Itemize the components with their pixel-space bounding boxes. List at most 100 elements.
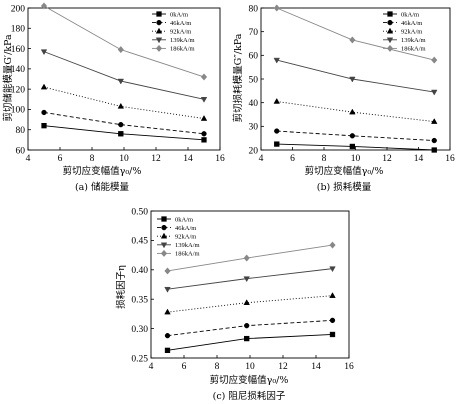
chart-b-ytick-label: 80 (249, 4, 259, 14)
chart-b-ytick-label: 30 (249, 123, 259, 133)
chart-b-series-line-3 (276, 59, 435, 93)
chart-b-legend-label: 46kA/m (401, 20, 422, 27)
chart-c-caption: (c) 阻尼损耗因子 (213, 390, 286, 402)
chart-c-xtick-label: 6 (182, 362, 187, 372)
chart-a-xlabel: 剪切应变幅值γ₀/% (63, 165, 142, 177)
chart-c-data-point (164, 347, 171, 354)
chart-c-series-line-2 (167, 295, 333, 313)
chart-b-legend-label: 139kA/m (401, 37, 426, 44)
chart-b-data-point (274, 141, 280, 147)
chart-a-ytick-label: 160 (11, 45, 26, 55)
chart-a-legend-label: 92kA/m (170, 29, 191, 36)
chart-a-data-point (117, 102, 125, 109)
chart-b-data-point (349, 108, 356, 115)
chart-c-data-point (329, 266, 336, 273)
chart-b-xtick-label: 16 (445, 154, 455, 164)
chart-a-legend-label: 186kA/m (170, 46, 195, 53)
chart-c-data-point (329, 241, 336, 249)
chart-b-data-point (431, 137, 437, 144)
chart-b-data-point (349, 133, 356, 139)
chart-panel-c: 4 6 8 10 12 14 16 0.25 0.30 0.35 0.40 0.45 0.50 0kA/m… (115, 207, 354, 402)
chart-b-xtick-label: 10 (351, 154, 361, 164)
chart-c-ytick-label: 0.40 (131, 266, 148, 276)
chart-a-ytick-label: 140 (11, 65, 26, 75)
chart-a-data-point (40, 49, 48, 56)
chart-b-legend-marker (386, 27, 394, 34)
chart-c-data-point (329, 317, 336, 324)
chart-a-legend-label: 0kA/m (170, 11, 188, 18)
chart-a-legend-marker (155, 37, 163, 44)
chart-a-xtick-label: 6 (58, 154, 63, 164)
chart-b-data-point (273, 4, 280, 12)
chart-a-data-point (201, 137, 207, 143)
chart-b-ytick-label: 70 (249, 28, 259, 38)
chart-b-data-point (349, 76, 356, 83)
chart-c-legend-marker (160, 232, 168, 239)
chart-b-data-point (273, 97, 280, 104)
chart-b-xlabel: 剪切应变幅值γ₀/% (305, 165, 384, 177)
chart-c-xtick-label: 8 (215, 362, 220, 372)
chart-a-series-line-3 (43, 51, 205, 100)
chart-c-legend-marker (161, 224, 167, 231)
chart-a-ylabel: 剪切储能模量G′/kPa (2, 34, 14, 122)
chart-b-ytick-label: 60 (249, 52, 259, 62)
chart-a-xtick-label: 4 (26, 154, 31, 164)
chart-c-legend-marker (161, 216, 167, 222)
chart-a-data-point (41, 109, 47, 116)
chart-c-data-point (164, 286, 171, 293)
chart-c-xtick-label: 12 (278, 362, 288, 372)
chart-b-legend-marker (386, 37, 394, 44)
chart-a-xtick-label: 12 (151, 154, 161, 164)
chart-b-caption: (b) 损耗模量 (317, 181, 372, 193)
chart-b-xtick-label: 14 (414, 154, 424, 164)
chart-c-ytick-label: 0.25 (131, 354, 148, 364)
chart-c-legend-marker (160, 249, 168, 257)
chart-b-data-point (274, 128, 280, 134)
chart-b-xtick-label: 4 (259, 154, 264, 164)
chart-a-data-point (200, 73, 208, 81)
chart-b-data-point (349, 143, 356, 150)
chart-c-legend-label: 186kA/m (175, 251, 200, 258)
chart-c-legend-marker (160, 242, 168, 249)
chart-b-legend-marker (387, 11, 393, 17)
chart-a-data-point (200, 97, 208, 103)
chart-c-ytick-label: 0.30 (131, 325, 148, 335)
chart-c-xtick-label: 16 (344, 362, 354, 372)
chart-c-data-point (243, 276, 250, 283)
chart-b-series-line-2 (276, 101, 435, 123)
chart-b-data-point (431, 89, 438, 96)
chart-a-ytick-label: 80 (16, 126, 26, 136)
chart-a-series-line-1 (43, 112, 205, 135)
chart-b-ytick-label: 50 (249, 75, 259, 85)
chart-a-series-line-0 (43, 125, 205, 141)
chart-c-legend-label: 0kA/m (175, 216, 193, 223)
chart-c-legend-label: 92kA/m (175, 234, 196, 241)
chart-c-ytick-label: 0.50 (131, 207, 148, 217)
chart-b-legend-label: 92kA/m (401, 29, 422, 36)
chart-a-legend-label: 139kA/m (170, 37, 195, 44)
chart-c-data-point (164, 333, 171, 339)
chart-b-legend-marker (386, 44, 394, 52)
chart-a-data-point (201, 131, 207, 137)
chart-c-xlabel: 剪切应变幅值γ₀/% (210, 374, 289, 386)
chart-panel-a: 4 6 8 10 12 14 16 60 80 100 120 140 160 180 200 0kA/m 46… (2, 2, 225, 193)
chart-c-legend-label: 46kA/m (175, 225, 196, 232)
chart-b-data-point (431, 56, 438, 64)
chart-a-caption: (a) 储能模量 (75, 181, 130, 193)
chart-b-ytick-label: 40 (249, 99, 259, 109)
chart-a-data-point (118, 131, 124, 137)
chart-b-legend-label: 186kA/m (401, 46, 426, 53)
chart-c-data-point (164, 267, 171, 275)
chart-a-data-point (40, 83, 48, 90)
chart-b-xtick-label: 8 (322, 154, 327, 164)
chart-c-data-point (164, 308, 171, 315)
chart-a-data-point (117, 78, 125, 85)
chart-b-xtick-label: 12 (382, 154, 392, 164)
chart-panel-b: 4 6 8 10 12 14 16 20 30 40 50 60 70 80 0kA/m 46kA/m 92kA… (232, 4, 455, 193)
chart-b-data-point (431, 147, 437, 153)
chart-b-ytick-label: 20 (249, 146, 259, 156)
chart-a-ytick-label: 100 (11, 106, 26, 116)
chart-a-ytick-label: 60 (16, 146, 26, 156)
chart-a-xtick-label: 16 (215, 154, 225, 164)
